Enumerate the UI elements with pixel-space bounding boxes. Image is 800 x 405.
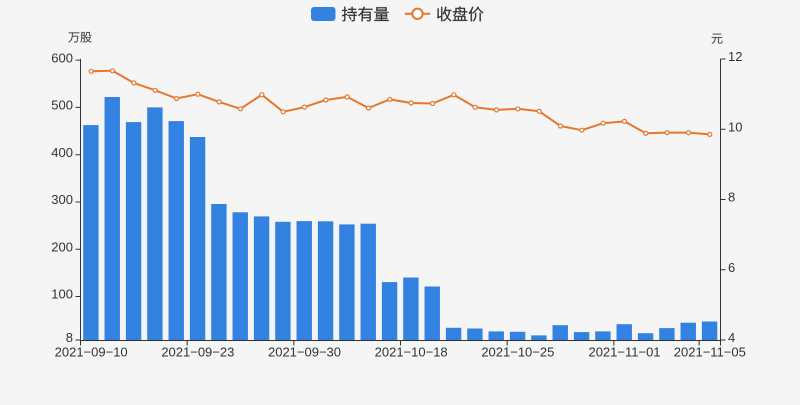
svg-text:12: 12 bbox=[728, 49, 742, 64]
svg-text:500: 500 bbox=[51, 98, 73, 113]
svg-text:2021−10−18: 2021−10−18 bbox=[375, 344, 448, 359]
svg-text:400: 400 bbox=[51, 145, 73, 160]
svg-text:2021−10−25: 2021−10−25 bbox=[481, 344, 554, 359]
svg-text:2021−09−10: 2021−09−10 bbox=[55, 344, 128, 359]
svg-text:100: 100 bbox=[51, 287, 73, 302]
svg-text:600: 600 bbox=[51, 50, 73, 65]
svg-text:2021−11−05: 2021−11−05 bbox=[674, 344, 746, 359]
svg-text:10: 10 bbox=[728, 119, 742, 134]
svg-text:2021−09−23: 2021−09−23 bbox=[161, 344, 234, 359]
svg-text:8: 8 bbox=[66, 330, 73, 345]
svg-text:2021−11−01: 2021−11−01 bbox=[588, 344, 660, 359]
svg-text:4: 4 bbox=[728, 330, 735, 345]
svg-text:300: 300 bbox=[51, 192, 73, 207]
svg-text:200: 200 bbox=[51, 239, 73, 254]
svg-text:2021−09−30: 2021−09−30 bbox=[268, 344, 341, 359]
svg-text:8: 8 bbox=[728, 190, 735, 205]
svg-text:6: 6 bbox=[728, 260, 735, 275]
